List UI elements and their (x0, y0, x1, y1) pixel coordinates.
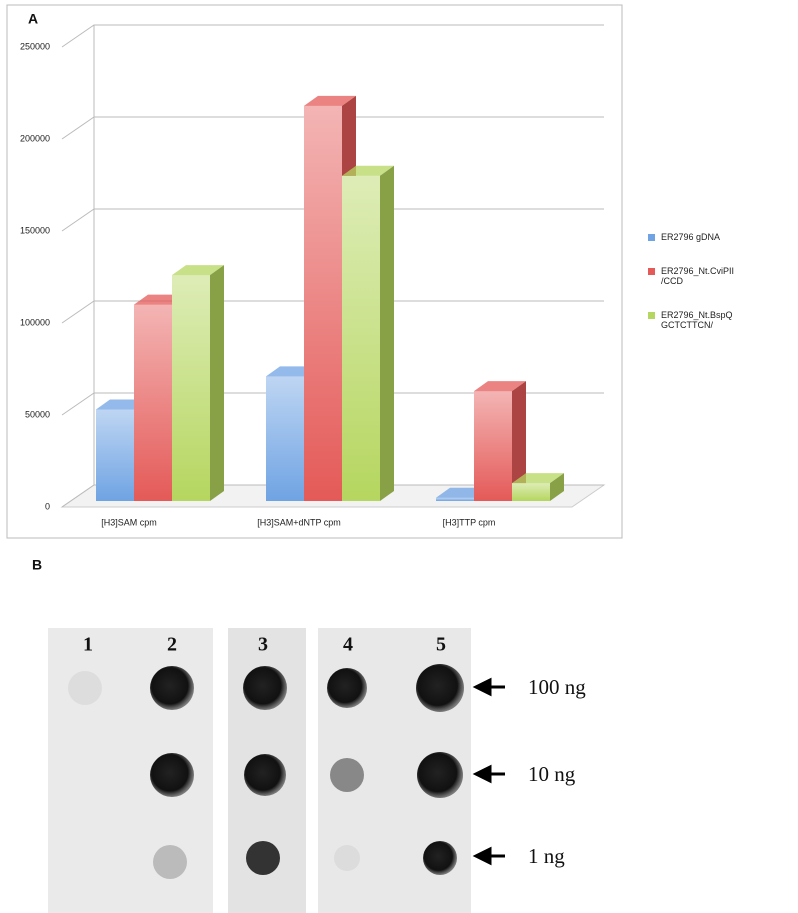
plot: 0 50000 100000 150000 200000 250000 [H3]SAM cp… (20, 24, 606, 527)
bar-shine (134, 304, 172, 501)
dot (327, 668, 367, 708)
dot (330, 758, 364, 792)
legend-item: ER2796_Nt.CviPII /CCD (648, 266, 788, 286)
bar-shine (512, 483, 550, 501)
bar-top (172, 265, 224, 276)
amount-label: 1 ng (528, 844, 565, 868)
y-tick-label: 50000 (25, 409, 50, 419)
arrow-head (472, 677, 492, 697)
bar-shine (436, 497, 474, 501)
dot (150, 666, 194, 710)
lane-label: 3 (258, 634, 268, 656)
panel-label: A (28, 11, 38, 27)
y-tick-label: 150000 (20, 225, 50, 235)
legend-label: ER2796_Nt.BspQ GCTCTTCN/ (661, 310, 736, 330)
bar-top (342, 165, 394, 176)
bar-shine (172, 275, 210, 501)
y-tick-label: 0 (45, 501, 50, 511)
dot (243, 666, 287, 710)
dot (423, 841, 457, 875)
dot (334, 845, 360, 871)
bar-side (512, 381, 526, 501)
dot (246, 841, 280, 875)
bar-top (304, 95, 356, 106)
dot (416, 664, 464, 712)
dot (244, 754, 286, 796)
x-tick-label: [H3]SAM cpm (101, 517, 157, 527)
legend-label: ER2796 gDNA (661, 232, 721, 242)
legend-item: ER2796 gDNA (648, 232, 788, 242)
amount-label: 100 ng (528, 675, 586, 699)
blot: 1 2 3 4 5 100 ng 10 ng 1 ng (48, 628, 586, 913)
x-tick-label: [H3]SAM+dNTP cpm (257, 517, 341, 527)
x-tick-label: [H3]TTP cpm (443, 517, 496, 527)
arrow-head (472, 846, 492, 866)
lane-label: 5 (436, 634, 446, 656)
y-tick-label: 100000 (20, 317, 50, 327)
legend-label: ER2796_Nt.CviPII /CCD (661, 266, 740, 286)
arrow-head (472, 764, 492, 784)
dot (417, 752, 463, 798)
legend-item: ER2796_Nt.BspQ GCTCTTCN/ (648, 310, 788, 330)
legend: ER2796 gDNA ER2796_Nt.CviPII /CCD ER2796_N… (648, 232, 788, 354)
bar-shine (304, 105, 342, 501)
bar-shine (474, 391, 512, 501)
lane-label: 2 (167, 634, 177, 656)
lane-label: 4 (343, 634, 353, 656)
bar-shine (342, 175, 380, 502)
bar-shine (266, 376, 304, 501)
bar-shine (96, 409, 134, 501)
legend-swatch (648, 268, 655, 275)
bar-side (550, 473, 564, 501)
amount-label: 10 ng (528, 762, 576, 786)
dot (68, 671, 102, 705)
bar-side (210, 265, 224, 501)
bar-top (474, 381, 526, 392)
y-tick-label: 200000 (20, 133, 50, 143)
legend-swatch (648, 312, 655, 319)
bar-top (512, 473, 564, 484)
lane-label: 1 (83, 634, 93, 656)
dot (150, 753, 194, 797)
panel-label: B (32, 557, 42, 573)
legend-swatch (648, 234, 655, 241)
dot (153, 845, 187, 879)
bar-side (380, 165, 394, 502)
y-tick-label: 250000 (20, 41, 50, 51)
